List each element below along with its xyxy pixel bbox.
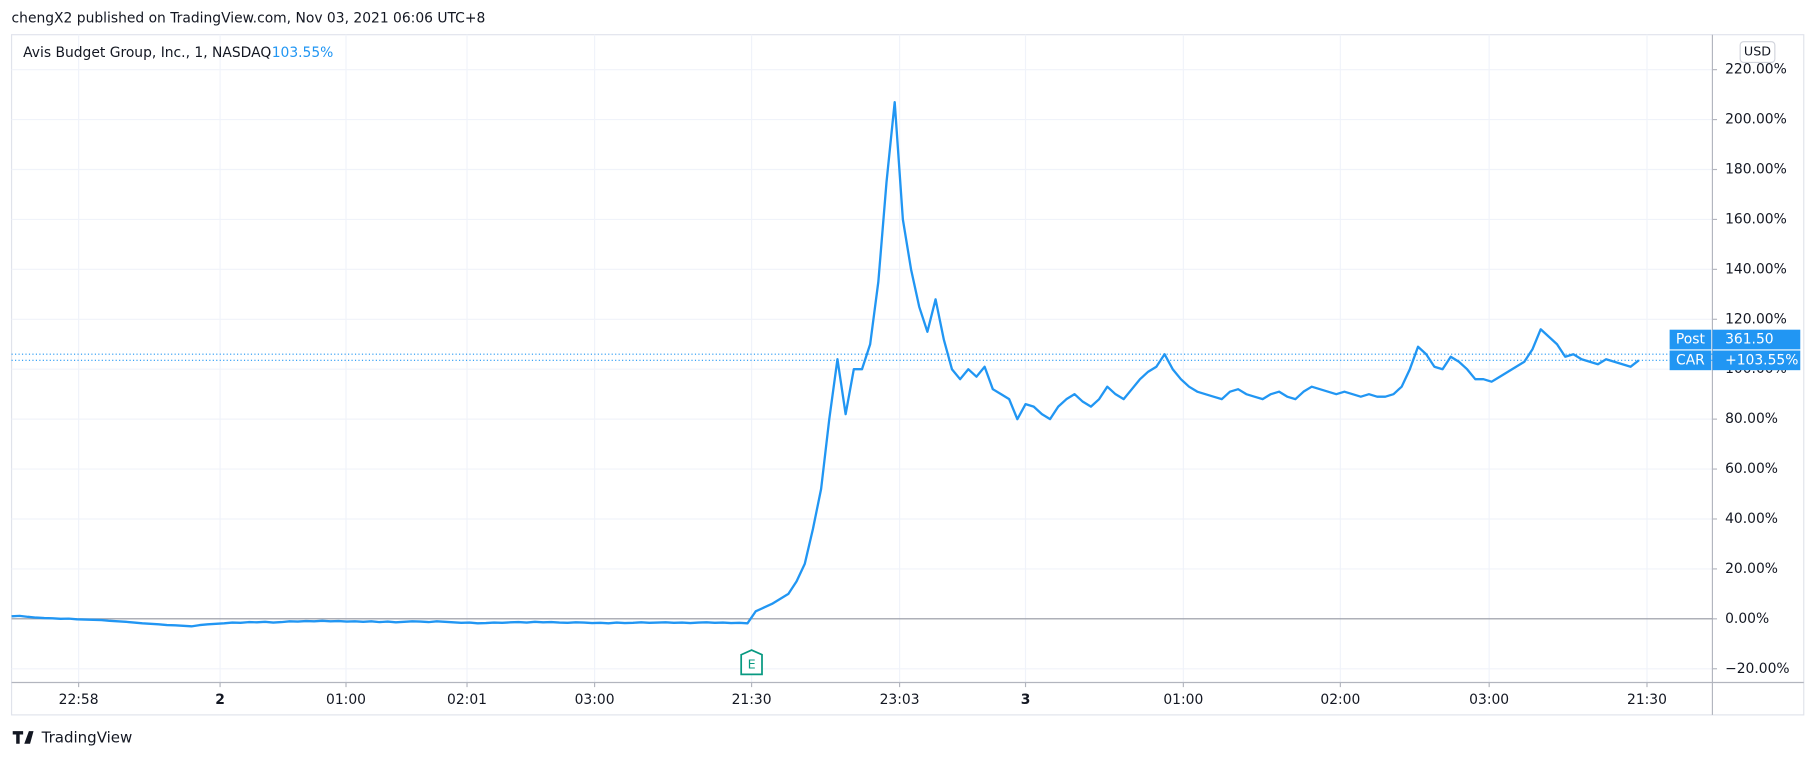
y-tick-label: 140.00% bbox=[1725, 261, 1787, 277]
x-tick-label: 01:00 bbox=[326, 692, 366, 708]
y-tick-label: 160.00% bbox=[1725, 211, 1787, 227]
last-value-box bbox=[1712, 350, 1801, 371]
currency-button[interactable] bbox=[1739, 41, 1776, 64]
y-tick-label: 200.00% bbox=[1725, 112, 1787, 128]
x-tick-label: 02:01 bbox=[447, 692, 487, 708]
x-tick-label: 21:30 bbox=[1627, 692, 1667, 708]
last-name: CAR bbox=[1676, 352, 1705, 368]
y-tick-label: 60.00% bbox=[1725, 461, 1778, 477]
x-tick-label: 03:00 bbox=[1469, 692, 1509, 708]
x-tick-label: 03:00 bbox=[575, 692, 615, 708]
price-line bbox=[11, 100, 1640, 628]
y-tick-label: 80.00% bbox=[1725, 411, 1778, 427]
x-tick-label: 22:58 bbox=[59, 692, 99, 708]
post-value: 361.50 bbox=[1725, 332, 1773, 348]
y-tick-label: −20.00% bbox=[1725, 661, 1789, 677]
legend-title: Avis Budget Group, Inc., 1, NASDAQ bbox=[23, 45, 271, 61]
header: chengX2 published on TradingView.com, No… bbox=[12, 11, 486, 27]
last-value: +103.55% bbox=[1725, 352, 1798, 368]
y-tick-label: 120.00% bbox=[1725, 311, 1787, 327]
x-tick-label: 23:03 bbox=[880, 692, 920, 708]
y-tick-label: 220.00% bbox=[1725, 62, 1787, 78]
x-tick-label: 02:00 bbox=[1320, 692, 1360, 708]
y-tick-label: 0.00% bbox=[1725, 611, 1769, 627]
legend-value: 103.55% bbox=[272, 45, 334, 61]
frame bbox=[10, 34, 1805, 716]
post-name: Post bbox=[1676, 332, 1706, 348]
footer: TradingView bbox=[41, 729, 133, 747]
y-tick-label: 180.00% bbox=[1725, 162, 1787, 178]
post-value-box bbox=[1712, 329, 1801, 350]
last-name-box bbox=[1669, 350, 1712, 371]
grid bbox=[11, 34, 1713, 683]
currency[interactable]: USD bbox=[1744, 44, 1771, 59]
post-name-box bbox=[1669, 329, 1712, 350]
event-marker bbox=[740, 649, 763, 676]
x-tick-label: 2 bbox=[215, 692, 225, 708]
y-tick-label: 40.00% bbox=[1725, 511, 1778, 527]
x-tick-label: 01:00 bbox=[1163, 692, 1203, 708]
y-tick-label: 20.00% bbox=[1725, 561, 1778, 577]
x-tick-label: 21:30 bbox=[732, 692, 772, 708]
event-label: E bbox=[748, 657, 756, 672]
x-tick-label: 3 bbox=[1021, 692, 1031, 708]
footer-logo bbox=[12, 731, 34, 744]
